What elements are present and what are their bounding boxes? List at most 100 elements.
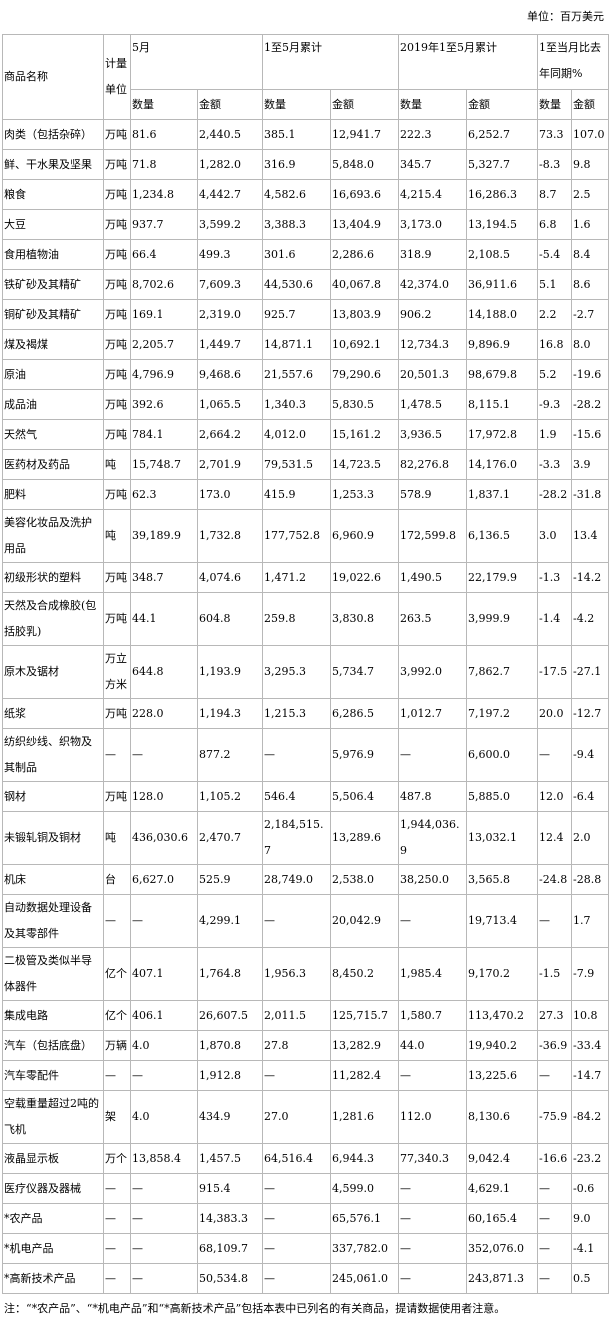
table-cell: 2,701.9	[197, 449, 263, 480]
table-cell: —	[398, 1233, 467, 1264]
sub-header: 金额	[570, 89, 610, 120]
table-cell: 385.1	[262, 119, 331, 150]
table-cell: -28.2	[537, 479, 572, 510]
table-cell: 9,170.2	[466, 947, 538, 1001]
table-cell: 2.2	[537, 299, 572, 330]
item-name: 天然气	[2, 419, 104, 450]
table-cell: 169.1	[130, 299, 198, 330]
table-row: 汽车零配件 — —1,912.8—11,282.4—13,225.6— -14.7	[2, 1060, 610, 1091]
sub-header: 金额	[466, 89, 538, 120]
item-name: 铜矿砂及其精矿	[2, 299, 104, 330]
table-cell: 14,383.3	[197, 1203, 263, 1234]
item-name: 汽车零配件	[2, 1060, 104, 1091]
table-cell: 44.1	[130, 592, 198, 646]
item-name: 集成电路	[2, 1000, 104, 1031]
table-cell: 9,042.4	[466, 1143, 538, 1174]
table-row: 大豆 万吨 937.7 3,599.2 3,388.3 13,404.9 3,173.0 13…	[2, 209, 610, 240]
table-cell: 5,848.0	[330, 149, 399, 180]
table-cell: 20,042.9	[330, 894, 399, 948]
table-cell: —	[398, 1263, 467, 1294]
table-cell: 14,188.0	[466, 299, 538, 330]
table-cell: 吨	[103, 811, 131, 865]
table-cell: 13,858.4	[130, 1143, 198, 1174]
table-cell: 15,161.2	[330, 419, 399, 450]
table-cell: 128.0	[130, 781, 198, 812]
header-row: 数量 金额 数量 金额 数量 金额 数量 金额	[3, 89, 610, 120]
table-cell: 4,012.0	[262, 419, 331, 450]
table-cell: 578.9	[398, 479, 467, 510]
data-table: 商品名称 计量单位 5月 1至5月累计 2019年1至5月累计 1至当月比去年同期% 数量金…	[2, 34, 610, 1294]
group-header: 1至当月比去年同期%	[536, 34, 610, 90]
sub-header: 数量	[262, 89, 331, 120]
table-cell: 1,956.3	[262, 947, 331, 1001]
table-cell: 1,944,036.9	[398, 811, 467, 865]
table-cell: 2,205.7	[130, 329, 198, 360]
table-cell: 604.8	[197, 592, 263, 646]
table-row: 自动数据处理设备及其零部件 — —4,299.1—20,042.9—19,713.4…	[2, 894, 610, 948]
table-cell: 1,194.3	[197, 698, 263, 729]
table-cell: 44,530.6	[262, 269, 331, 300]
table-cell: 2,184,515.7	[262, 811, 331, 865]
item-name: 大豆	[2, 209, 104, 240]
table-cell: 6,286.5	[330, 698, 399, 729]
table-cell: 万吨	[103, 359, 131, 390]
table-cell: -4.2	[570, 592, 610, 646]
table-cell: 10,692.1	[330, 329, 399, 360]
table-cell: 5.1	[537, 269, 572, 300]
table-row: 鲜、干水果及坚果 万吨 71.8 1,282.0 316.9 5,848.0 345.7 5,…	[2, 149, 610, 180]
table-row: *机电产品 — —68,109.7—337,782.0—352,076.0— -4.1	[2, 1233, 610, 1264]
table-cell: 1,985.4	[398, 947, 467, 1001]
item-name: 美容化妆品及洗护用品	[2, 509, 104, 563]
table-cell: 万吨	[103, 209, 131, 240]
table-cell: 亿个	[103, 947, 131, 1001]
table-cell: 万吨	[103, 329, 131, 360]
table-cell: -1.3	[537, 562, 572, 593]
table-cell: —	[262, 1233, 331, 1264]
table-cell: -84.2	[570, 1090, 610, 1144]
table-row: 医疗仪器及器械 — —915.4—4,599.0—4,629.1— -0.6	[2, 1173, 610, 1204]
table-cell: -31.8	[570, 479, 610, 510]
table-cell: 173.0	[197, 479, 263, 510]
item-name: 铁矿砂及其精矿	[2, 269, 104, 300]
table-cell: 3,936.5	[398, 419, 467, 450]
table-row: 未锻轧铜及铜材吨 436,030.6 2,470.7 2,184,515.7 13,28…	[2, 811, 610, 865]
table-cell: 2,011.5	[262, 1000, 331, 1031]
table-cell: 13,225.6	[466, 1060, 538, 1091]
table-cell: 107.0	[570, 119, 610, 150]
table-row: 原油 万吨 4,796.9 9,468.6 21,557.6 79,290.6 20,501…	[2, 359, 610, 390]
table-cell: 73.3	[537, 119, 572, 150]
table-cell: 14,176.0	[466, 449, 538, 480]
table-cell: -33.4	[570, 1030, 610, 1061]
table-cell: —	[262, 1263, 331, 1294]
table-cell: 3,388.3	[262, 209, 331, 240]
table-cell: 8.7	[537, 179, 572, 210]
table-cell: —	[262, 1203, 331, 1234]
table-row: 机床台 6,627.0 525.9 28,749.0 2,538.0 38,250.0 3,…	[2, 864, 610, 895]
table-cell: 82,276.8	[398, 449, 467, 480]
table-cell: 3,599.2	[197, 209, 263, 240]
table-cell: -1.4	[537, 592, 572, 646]
table-row: 纸浆 万吨 228.0 1,194.3 1,215.3 6,286.5 1,012.7 7,1…	[2, 698, 610, 729]
table-cell: -15.6	[570, 419, 610, 450]
table-cell: 38,250.0	[398, 864, 467, 895]
table-cell: 1,912.8	[197, 1060, 263, 1091]
table-cell: —	[398, 894, 467, 948]
table-row: 液晶显示板 万个 13,858.4 1,457.5 64,516.4 6,944.3 77,…	[2, 1143, 610, 1174]
table-cell: 万吨	[103, 698, 131, 729]
table-cell: 112.0	[398, 1090, 467, 1144]
table-cell: 2,108.5	[466, 239, 538, 270]
table-row: 初级形状的塑料 万吨 348.7 4,074.6 1,471.2 19,022.6 1,49…	[2, 562, 610, 593]
table-cell: 14,723.5	[330, 449, 399, 480]
header-row: 商品名称 计量单位 5月 1至5月累计 2019年1至5月累计 1至当月比去年同期%	[2, 34, 610, 120]
footnote: 注：“*农产品”、“*机电产品”和“*高新技术产品”包括本表中已列名的有关商品，…	[4, 1302, 506, 1315]
table-cell: 98,679.8	[466, 359, 538, 390]
table-cell: 1,490.5	[398, 562, 467, 593]
item-name: 原油	[2, 359, 104, 390]
table-cell: 81.6	[130, 119, 198, 150]
table-cell: 万吨	[103, 781, 131, 812]
table-cell: 4,215.4	[398, 179, 467, 210]
table-cell: 784.1	[130, 419, 198, 450]
sub-header: 数量	[398, 89, 467, 120]
table-cell: —	[537, 1060, 572, 1091]
table-cell: 6,136.5	[466, 509, 538, 563]
